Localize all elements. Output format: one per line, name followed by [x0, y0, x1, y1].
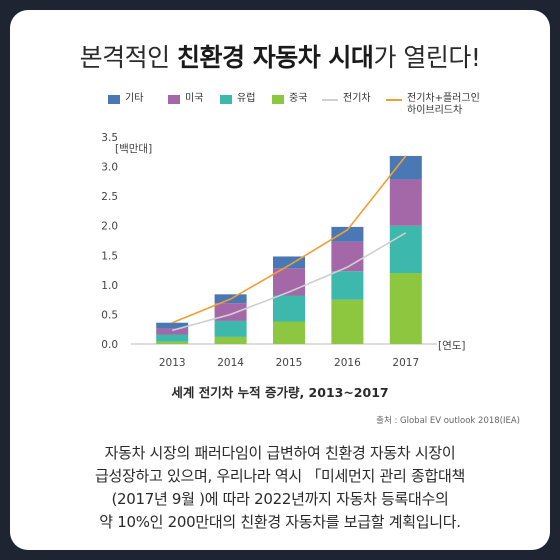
x-axis-unit: [연도]	[438, 340, 466, 352]
y-tick-label: 2.5	[101, 191, 118, 203]
y-axis-unit: [백만대]	[115, 143, 152, 155]
chart-title: 세계 전기차 누적 증가량, 2013~2017	[171, 385, 389, 400]
y-tick-label: 1.5	[101, 250, 118, 262]
headline-after: 가 열린다!	[373, 43, 481, 72]
legend-label-usa: 미국	[185, 93, 204, 104]
y-tick-label: 3.0	[101, 162, 118, 174]
bar-segment	[331, 299, 364, 344]
legend-label-other: 기타	[125, 93, 144, 104]
body-line-4: 약 10%인 200만대의 친환경 자동차를 보급할 계획입니다.	[99, 513, 461, 531]
legend-label-ev-phev: 전기차+플러그인	[407, 93, 480, 104]
legend-item-ev-phev: 전기차+플러그인 하이브리드차	[386, 93, 480, 117]
bar-segment	[273, 256, 305, 269]
body-line-2: 급성장하고 있으며, 우리나라 역시 「미세먼지 관리 종합대책	[95, 467, 465, 485]
legend-label-europe: 유럽	[237, 93, 256, 104]
line-layer	[171, 155, 407, 332]
legend-swatch-other	[108, 95, 120, 104]
x-tick-label: 2013	[159, 357, 186, 369]
x-axis-ticks: 2013 2014 2015 2016 2017	[159, 357, 419, 369]
legend-swatch-china	[272, 95, 284, 104]
y-tick-label: 2.0	[101, 221, 118, 233]
legend-swatch-usa	[168, 95, 180, 104]
bar-segment	[273, 321, 305, 344]
y-tick-label: 0.0	[101, 339, 118, 351]
body-line-3: (2017년 9월 )에 따라 2022년까지 자동차 등록대수의	[111, 490, 449, 508]
legend-item-other: 기타	[108, 93, 143, 105]
body-paragraph: 자동차 시장의 패러다임이 급변하여 친환경 자동차 시장이 급성장하고 있으며…	[10, 442, 550, 534]
bar-layer	[156, 155, 422, 344]
chart-legend: 기타 미국 유럽 중국 전기차 전기차+플러그인 하이브리드차	[10, 93, 550, 123]
legend-label-ev: 전기차	[343, 93, 371, 104]
legend-line-ev	[322, 99, 338, 101]
legend-swatch-europe	[220, 95, 232, 104]
bar-segment	[389, 225, 422, 274]
legend-item-china: 중국	[272, 93, 307, 105]
y-tick-label: 1.0	[101, 280, 118, 292]
headline-before: 본격적인	[79, 43, 178, 72]
source-note: 출처 : Global EV outlook 2018(IEA)	[376, 416, 520, 426]
bar-segment	[273, 268, 305, 296]
bar-segment	[156, 341, 189, 344]
series-line	[171, 232, 407, 332]
bar-segment	[389, 273, 422, 344]
bar-segment	[389, 179, 422, 226]
legend-label-ev-phev-2: 하이브리드차	[407, 105, 463, 116]
headline-bold: 친환경 자동차 시대	[177, 43, 374, 72]
bar-segment	[389, 155, 422, 180]
legend-item-ev: 전기차	[322, 93, 371, 105]
chart-svg: [백만대] [연도] 0.0 0.5 1.0 1.5 2.0 2.5 3.0 3.5 2013…	[101, 132, 466, 369]
bar-segment	[156, 334, 189, 342]
headline: 본격적인 친환경 자동차 시대가 열린다!	[10, 38, 550, 74]
bar-segment	[214, 320, 247, 337]
body-line-1: 자동차 시장의 패러다임이 급변하여 친환경 자동차 시장이	[104, 444, 456, 462]
x-tick-label: 2017	[392, 357, 419, 369]
y-tick-label: 0.5	[101, 309, 118, 321]
bar-segment	[331, 271, 364, 300]
y-tick-label: 3.5	[101, 132, 118, 144]
bar-segment	[331, 226, 364, 242]
legend-item-europe: 유럽	[220, 93, 255, 105]
legend-item-usa: 미국	[168, 93, 203, 105]
infographic-card: 본격적인 친환경 자동차 시대가 열린다! 기타 미국 유럽 중국 전기차 전기…	[10, 10, 550, 550]
bar-segment	[156, 322, 189, 329]
series-line	[171, 155, 407, 324]
x-tick-label: 2016	[334, 357, 361, 369]
legend-line-ev-phev	[386, 99, 402, 101]
bar-segment	[273, 295, 305, 322]
legend-label-china: 중국	[289, 93, 308, 104]
bar-segment	[156, 328, 189, 335]
x-tick-label: 2014	[217, 357, 244, 369]
x-tick-label: 2015	[276, 357, 303, 369]
y-axis-ticks: 0.0 0.5 1.0 1.5 2.0 2.5 3.0 3.5	[101, 132, 437, 351]
bar-segment	[214, 336, 247, 344]
